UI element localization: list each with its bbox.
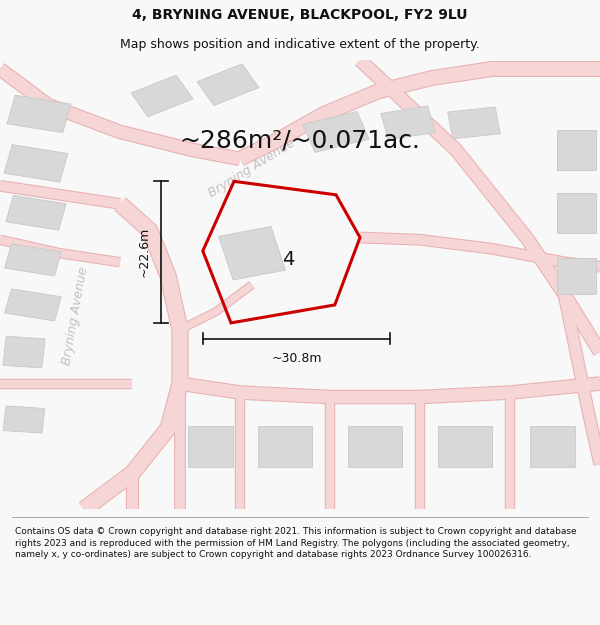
Bar: [448, 107, 500, 139]
Text: 4, BRYNING AVENUE, BLACKPOOL, FY2 9LU: 4, BRYNING AVENUE, BLACKPOOL, FY2 9LU: [132, 8, 468, 22]
Bar: [5, 244, 61, 276]
Text: 4: 4: [282, 251, 294, 269]
Text: ~22.6m: ~22.6m: [137, 227, 151, 278]
Bar: [4, 144, 68, 182]
Bar: [557, 192, 595, 233]
Bar: [5, 289, 61, 321]
Bar: [131, 75, 193, 117]
Bar: [303, 111, 369, 152]
Bar: [530, 426, 575, 467]
Text: Contains OS data © Crown copyright and database right 2021. This information is : Contains OS data © Crown copyright and d…: [15, 527, 577, 559]
Text: ~30.8m: ~30.8m: [271, 352, 322, 366]
Bar: [6, 196, 66, 230]
Bar: [3, 406, 45, 433]
Bar: [3, 336, 45, 368]
Bar: [218, 226, 286, 280]
Bar: [557, 129, 595, 170]
Bar: [197, 64, 259, 106]
Text: ~286m²/~0.071ac.: ~286m²/~0.071ac.: [179, 129, 421, 153]
Bar: [7, 95, 71, 132]
Bar: [348, 426, 402, 467]
Text: Bryning Avenue: Bryning Avenue: [206, 136, 298, 200]
Bar: [557, 258, 595, 294]
Bar: [187, 426, 233, 467]
Bar: [258, 426, 312, 467]
Text: Map shows position and indicative extent of the property.: Map shows position and indicative extent…: [120, 39, 480, 51]
Text: Bryning Avenue: Bryning Avenue: [60, 266, 90, 366]
Bar: [438, 426, 492, 467]
Bar: [381, 106, 435, 140]
